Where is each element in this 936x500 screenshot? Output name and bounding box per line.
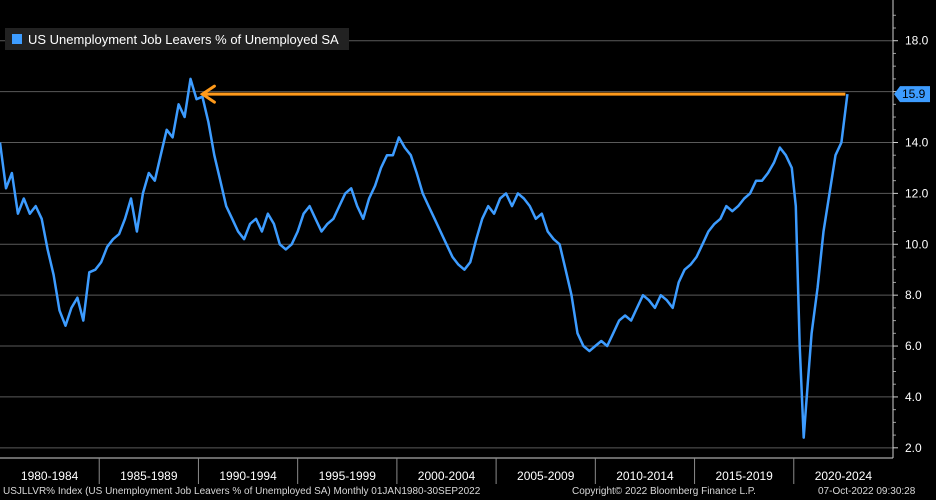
legend: US Unemployment Job Leavers % of Unemplo… <box>5 28 349 50</box>
arrow-head <box>199 84 216 104</box>
x-category-label: 2000-2004 <box>418 469 476 483</box>
y-tick-label: 12.0 <box>905 186 929 200</box>
y-tick-label: 6.0 <box>905 339 922 353</box>
x-category-label: 2015-2019 <box>715 469 773 483</box>
x-category-label: 1980-1984 <box>21 469 79 483</box>
x-category-label: 1995-1999 <box>319 469 377 483</box>
annotation-layer: 15.9 <box>199 84 930 104</box>
line-chart: 1980-1984 1985-1989 1990-1994 1995-1999 2000… <box>0 0 930 484</box>
footer-index-description: USJLLVR% Index (US Unemployment Job Leav… <box>3 486 481 497</box>
y-axis: 2.04.06.08.010.012.014.016.018.0 <box>892 0 929 458</box>
footer: USJLLVR% Index (US Unemployment Job Leav… <box>0 484 936 500</box>
x-category-label: 2005-2009 <box>517 469 575 483</box>
x-category-label: 1990-1994 <box>219 469 277 483</box>
y-tick-label: 4.0 <box>905 390 922 404</box>
footer-copyright: Copyright© 2022 Bloomberg Finance L.P. <box>572 486 756 497</box>
last-value-badge <box>894 86 930 103</box>
series-line <box>0 77 849 439</box>
x-category-label: 1985-1989 <box>120 469 178 483</box>
last-value-label: 15.9 <box>902 87 926 101</box>
series-layer <box>0 77 849 439</box>
y-tick-label: 18.0 <box>905 34 929 48</box>
x-category-label: 2020-2024 <box>815 469 873 483</box>
legend-swatch <box>12 34 22 44</box>
x-category-label: 2010-2014 <box>616 469 674 483</box>
footer-timestamp: 07-Oct-2022 09:30:28 <box>818 486 916 497</box>
x-axis: 1980-1984 1985-1989 1990-1994 1995-1999 2000… <box>0 457 893 484</box>
y-tick-label: 8.0 <box>905 288 922 302</box>
legend-label: US Unemployment Job Leavers % of Unemplo… <box>28 32 339 47</box>
legend-box <box>5 28 349 50</box>
y-tick-label: 14.0 <box>905 135 929 149</box>
y-tick-label: 2.0 <box>905 441 922 455</box>
y-tick-label: 10.0 <box>905 237 929 251</box>
